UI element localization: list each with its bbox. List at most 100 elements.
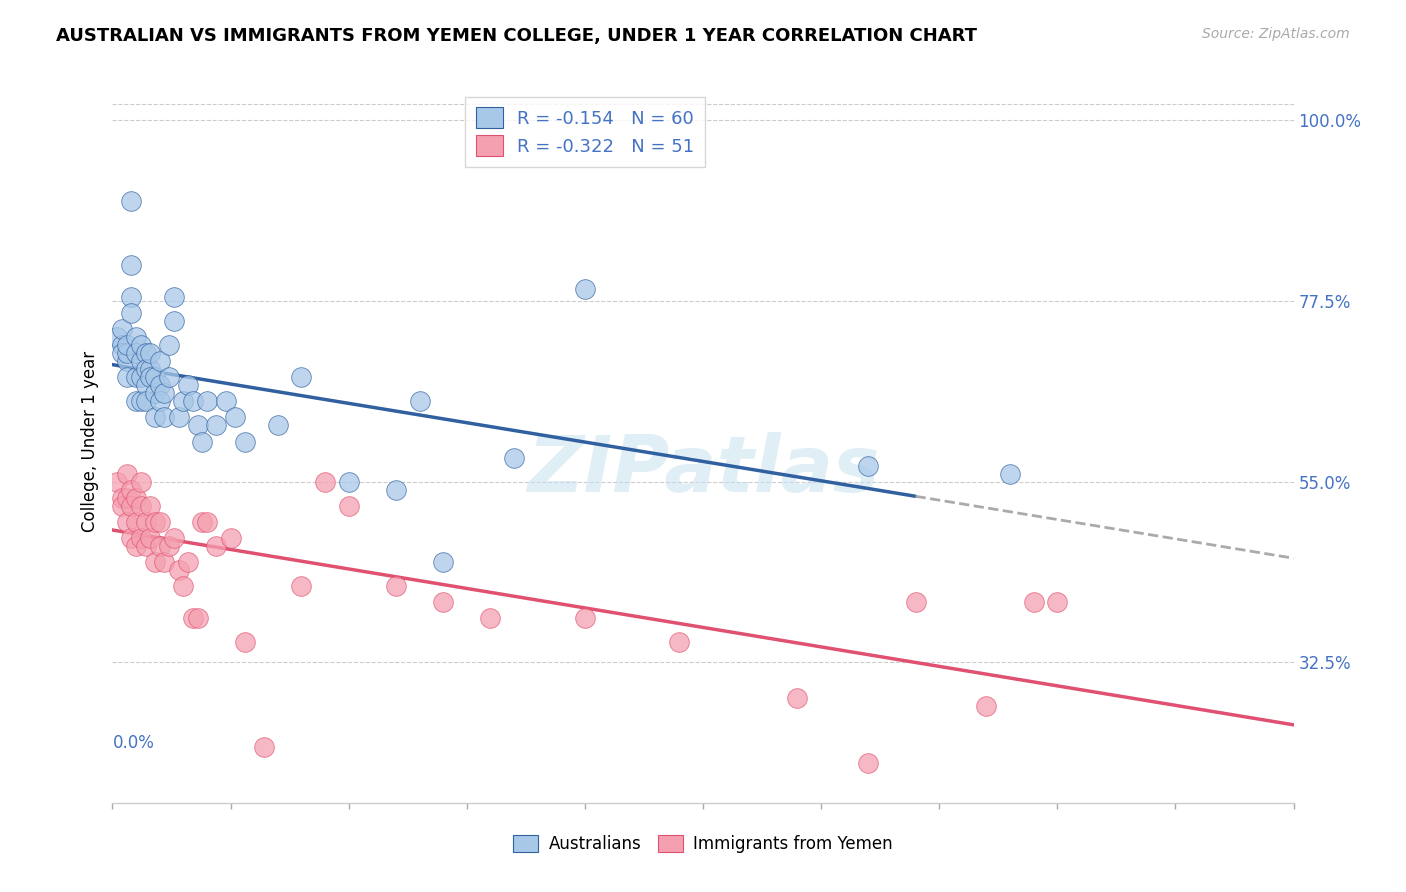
Point: [135, 362, 157, 376]
Point: [120, 499, 142, 513]
Point: [120, 258, 142, 272]
Point: [1046, 595, 1069, 609]
Point: [904, 595, 927, 609]
Point: [163, 531, 186, 545]
Point: [574, 282, 596, 296]
Point: [125, 330, 148, 344]
Point: [574, 611, 596, 625]
Point: [181, 394, 204, 409]
Point: [432, 595, 454, 609]
Y-axis label: College, Under 1 year: College, Under 1 year: [80, 351, 98, 533]
Point: [177, 555, 200, 569]
Point: [125, 394, 148, 409]
Point: [120, 194, 142, 208]
Point: [191, 515, 214, 529]
Point: [139, 370, 162, 384]
Point: [186, 611, 208, 625]
Point: [115, 515, 138, 529]
Point: [125, 346, 148, 360]
Point: [125, 370, 148, 384]
Point: [205, 539, 228, 553]
Point: [337, 499, 360, 513]
Point: [111, 491, 134, 505]
Point: [139, 499, 162, 513]
Point: [195, 394, 218, 409]
Text: Source: ZipAtlas.com: Source: ZipAtlas.com: [1202, 27, 1350, 41]
Point: [337, 475, 360, 489]
Point: [153, 410, 176, 425]
Point: [157, 539, 180, 553]
Point: [135, 539, 157, 553]
Point: [111, 338, 134, 352]
Text: AUSTRALIAN VS IMMIGRANTS FROM YEMEN COLLEGE, UNDER 1 YEAR CORRELATION CHART: AUSTRALIAN VS IMMIGRANTS FROM YEMEN COLL…: [56, 27, 977, 45]
Point: [1022, 595, 1045, 609]
Point: [143, 386, 166, 401]
Point: [135, 394, 157, 409]
Point: [111, 346, 134, 360]
Point: [111, 499, 134, 513]
Point: [115, 338, 138, 352]
Point: [503, 450, 526, 465]
Point: [191, 434, 214, 449]
Point: [129, 370, 152, 384]
Point: [157, 338, 180, 352]
Point: [172, 579, 194, 593]
Point: [135, 346, 157, 360]
Point: [153, 555, 176, 569]
Point: [139, 531, 162, 545]
Point: [186, 418, 208, 433]
Point: [408, 394, 430, 409]
Text: 0.0%: 0.0%: [112, 734, 155, 752]
Point: [233, 434, 256, 449]
Point: [181, 611, 204, 625]
Legend: Australians, Immigrants from Yemen: Australians, Immigrants from Yemen: [506, 828, 900, 860]
Point: [135, 515, 157, 529]
Point: [120, 531, 142, 545]
Point: [105, 475, 128, 489]
Point: [253, 739, 276, 754]
Point: [129, 338, 152, 352]
Point: [290, 579, 312, 593]
Point: [143, 410, 166, 425]
Point: [129, 354, 152, 368]
Point: [115, 346, 138, 360]
Point: [149, 539, 172, 553]
Point: [314, 475, 336, 489]
Point: [786, 691, 808, 706]
Point: [998, 467, 1021, 481]
Point: [976, 699, 998, 714]
Text: ZIPatlas: ZIPatlas: [527, 433, 879, 508]
Point: [858, 756, 880, 770]
Point: [290, 370, 312, 384]
Point: [120, 483, 142, 497]
Point: [129, 475, 152, 489]
Point: [172, 394, 194, 409]
Point: [219, 531, 242, 545]
Point: [129, 394, 152, 409]
Point: [115, 491, 138, 505]
Point: [125, 491, 148, 505]
Point: [267, 418, 290, 433]
Point: [149, 515, 172, 529]
Point: [668, 635, 690, 649]
Point: [125, 515, 148, 529]
Point: [143, 515, 166, 529]
Point: [120, 290, 142, 304]
Point: [120, 306, 142, 320]
Point: [125, 539, 148, 553]
Point: [129, 531, 152, 545]
Point: [205, 418, 228, 433]
Point: [135, 378, 157, 392]
Point: [105, 330, 128, 344]
Point: [163, 314, 186, 328]
Point: [129, 499, 152, 513]
Point: [115, 467, 138, 481]
Point: [115, 354, 138, 368]
Point: [143, 555, 166, 569]
Point: [153, 386, 176, 401]
Point: [167, 563, 190, 577]
Point: [149, 354, 172, 368]
Point: [432, 555, 454, 569]
Point: [224, 410, 246, 425]
Point: [233, 635, 256, 649]
